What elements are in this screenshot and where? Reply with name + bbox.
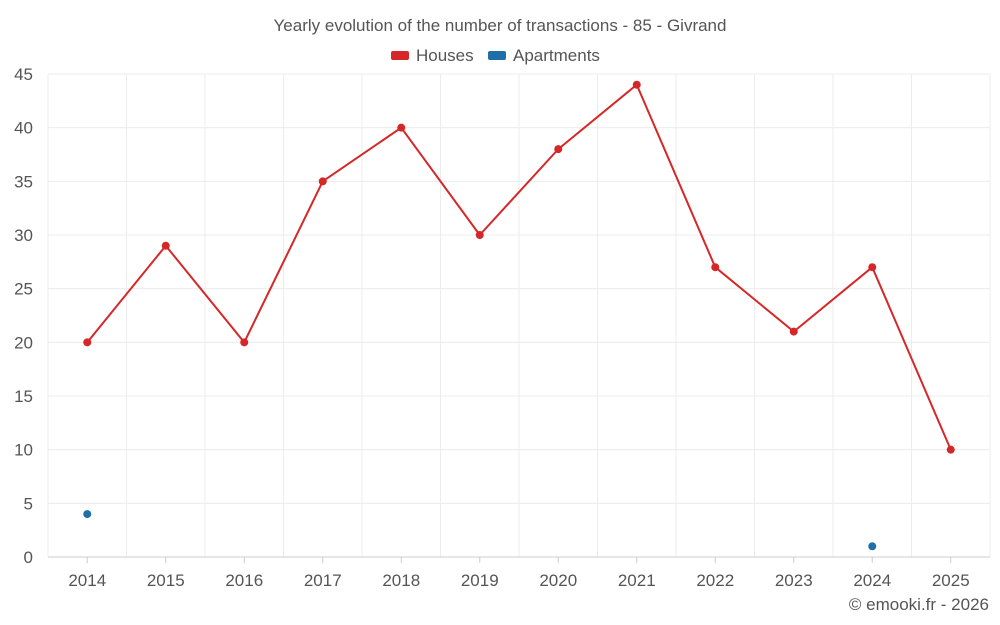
y-tick-label: 5 [24, 494, 33, 513]
series-line-houses [164, 244, 246, 344]
y-tick-label: 35 [14, 172, 33, 191]
y-tick-label: 30 [14, 226, 33, 245]
x-tick-label: 2016 [225, 571, 263, 590]
y-tick-label: 45 [14, 65, 33, 84]
grid [47, 73, 991, 557]
series-line-houses [557, 83, 638, 151]
legend-item-apartments[interactable]: Apartments [488, 46, 600, 65]
data-point-houses[interactable] [946, 445, 955, 454]
series-line-houses [478, 148, 560, 236]
plot-area [83, 80, 955, 551]
series-line-houses [86, 244, 167, 344]
x-tick-label: 2024 [853, 571, 891, 590]
data-point-houses[interactable] [789, 327, 798, 336]
data-point-houses[interactable] [318, 177, 327, 186]
series-line-houses [321, 126, 403, 183]
data-point-houses[interactable] [240, 338, 249, 347]
data-point-houses[interactable] [83, 338, 92, 347]
data-point-houses[interactable] [868, 263, 877, 272]
data-point-houses[interactable] [632, 80, 641, 89]
data-point-apartments[interactable] [83, 510, 92, 519]
series-line-houses [243, 180, 324, 344]
x-tick-label: 2021 [618, 571, 656, 590]
legend[interactable]: Houses Apartments [391, 46, 600, 65]
x-tick-label: 2015 [147, 571, 185, 590]
x-tick-label: 2025 [932, 571, 970, 590]
legend-label-apartments: Apartments [513, 46, 600, 65]
chart-title: Yearly evolution of the number of transa… [274, 16, 727, 35]
legend-swatch-houses [391, 51, 409, 60]
legend-item-houses[interactable]: Houses [391, 46, 474, 65]
legend-swatch-apartments [488, 51, 506, 60]
y-tick-label: 40 [14, 119, 33, 138]
y-tick-label: 0 [24, 548, 33, 567]
x-tick-label: 2018 [382, 571, 420, 590]
series-line-houses [792, 266, 874, 333]
series-line-houses [871, 266, 952, 451]
x-tick-label: 2017 [304, 571, 342, 590]
legend-label-houses: Houses [416, 46, 474, 65]
data-point-houses[interactable] [161, 241, 170, 250]
y-tick-label: 10 [14, 441, 33, 460]
data-point-houses[interactable] [554, 145, 563, 154]
series-line-houses [400, 126, 481, 236]
x-tick-label: 2014 [68, 571, 106, 590]
x-tick-label: 2022 [696, 571, 734, 590]
data-point-houses[interactable] [397, 123, 406, 132]
x-tick-label: 2019 [461, 571, 499, 590]
data-point-houses[interactable] [711, 263, 720, 272]
x-tick-label: 2023 [775, 571, 813, 590]
series-line-houses [635, 83, 717, 269]
credit-text: © emooki.fr - 2026 [849, 595, 989, 614]
x-tick-label: 2020 [539, 571, 577, 590]
data-point-apartments[interactable] [868, 542, 877, 551]
y-tick-label: 15 [14, 387, 33, 406]
y-tick-label: 20 [14, 333, 33, 352]
series-line-houses [714, 266, 795, 333]
data-point-houses[interactable] [475, 231, 484, 239]
y-tick-label: 25 [14, 280, 33, 299]
